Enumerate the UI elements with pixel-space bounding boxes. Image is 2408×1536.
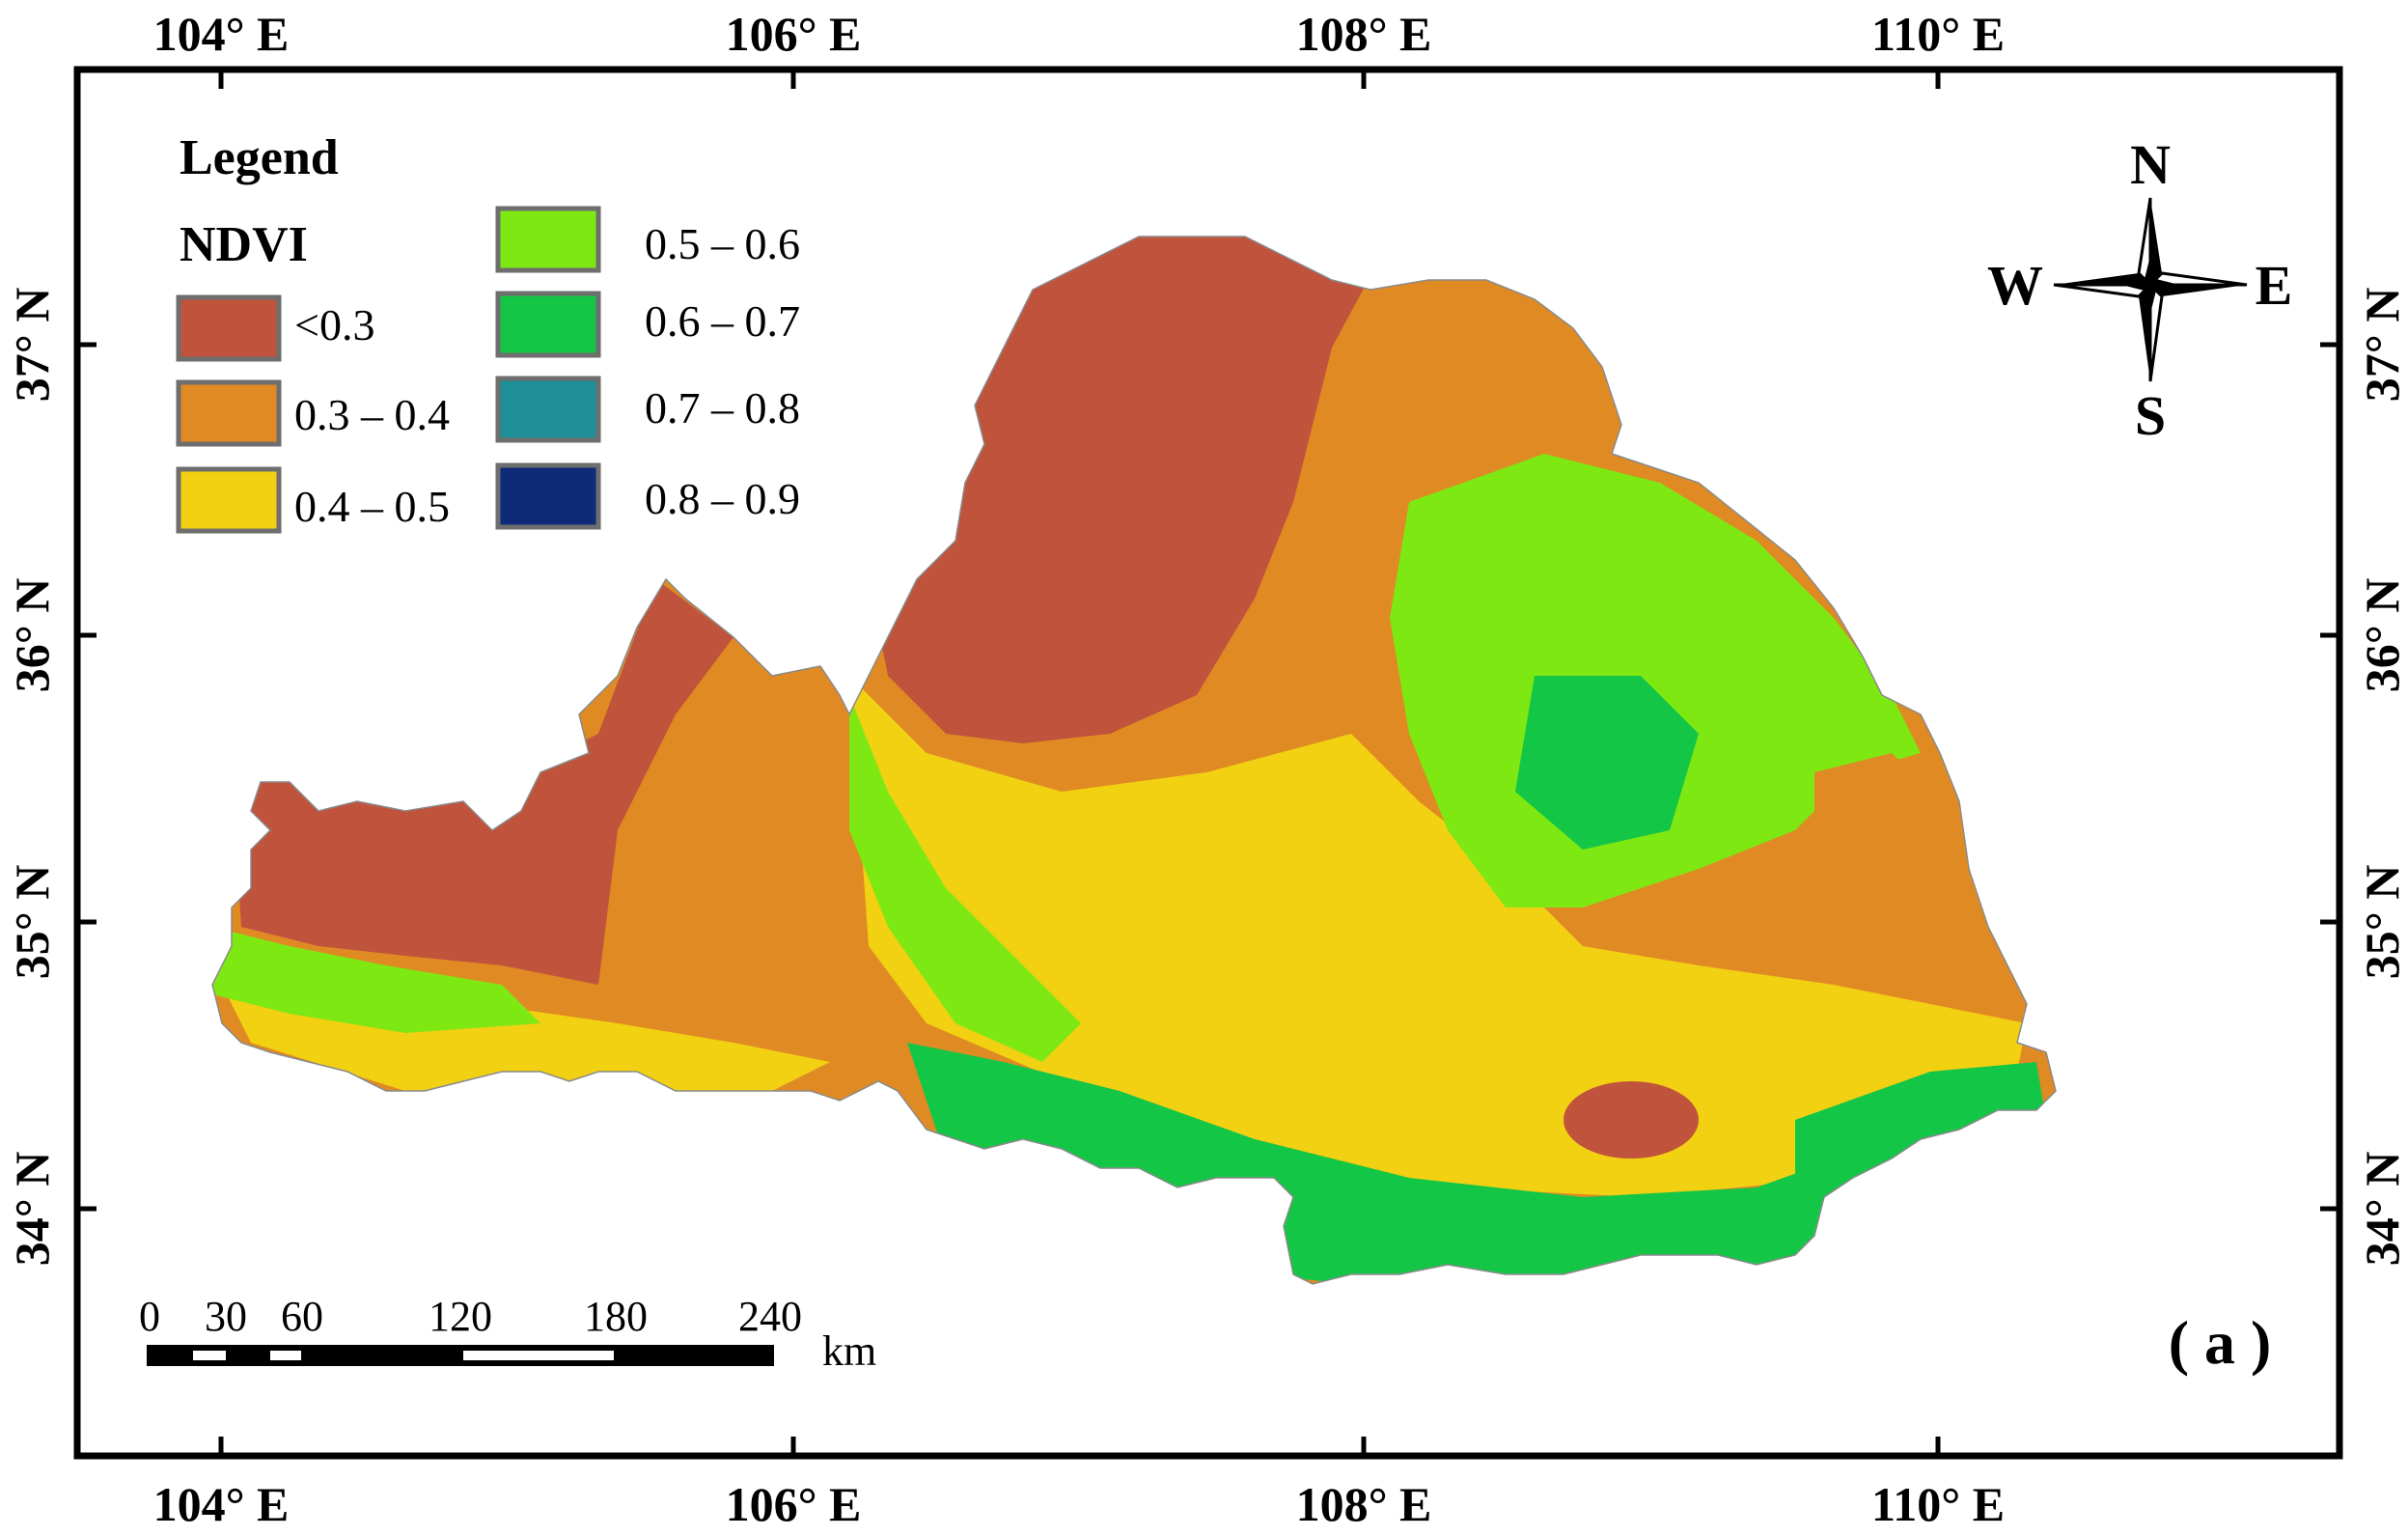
ndvi-zone-high-margin bbox=[212, 927, 540, 1033]
legend-label-0: <0.3 bbox=[294, 300, 374, 349]
legend-label-2: 0.4 – 0.5 bbox=[294, 482, 450, 531]
legend-swatch-2 bbox=[176, 466, 282, 534]
scale-bar: 0 30 60 120 180 240 km bbox=[139, 1293, 876, 1375]
scale-unit: km bbox=[822, 1327, 876, 1375]
bottom-lon-label-104: 104° E bbox=[153, 1477, 290, 1531]
scale-tick-30: 30 bbox=[205, 1293, 247, 1340]
compass-n-label: N bbox=[2130, 133, 2171, 196]
legend-label-6: 0.8 – 0.9 bbox=[645, 474, 800, 523]
legend-label-3: 0.5 – 0.6 bbox=[645, 219, 800, 268]
top-lon-label-108: 108° E bbox=[1296, 7, 1432, 61]
ndvi-zone-high-southeast bbox=[1795, 1062, 2046, 1207]
left-lat-label-36: 36° N bbox=[5, 578, 59, 693]
right-lat-label-37: 37° N bbox=[2355, 288, 2408, 403]
ndvi-zone-orange-east bbox=[1814, 753, 1979, 927]
left-lat-label-35: 35° N bbox=[5, 865, 59, 980]
left-lat-label-37: 37° N bbox=[5, 288, 59, 403]
bottom-lon-label-106: 106° E bbox=[726, 1477, 862, 1531]
scale-bar-body bbox=[147, 1345, 774, 1366]
legend-swatch-6 bbox=[495, 462, 601, 530]
legend-label-5: 0.7 – 0.8 bbox=[645, 383, 800, 433]
right-lat-label-34: 34° N bbox=[2355, 1152, 2408, 1267]
scale-tick-60: 60 bbox=[281, 1293, 323, 1340]
compass-s-label: S bbox=[2135, 384, 2166, 447]
legend-swatch-3 bbox=[495, 206, 601, 273]
legend-label-1: 0.3 – 0.4 bbox=[294, 390, 450, 439]
compass-star-icon bbox=[2053, 197, 2248, 382]
top-lon-label-104: 104° E bbox=[153, 7, 290, 61]
legend-swatch-0 bbox=[176, 294, 282, 362]
legend-title: Legend bbox=[180, 130, 339, 185]
top-lon-label-110: 110° E bbox=[1871, 7, 2005, 61]
region-outline bbox=[211, 236, 2057, 1285]
legend-swatch-1 bbox=[176, 379, 282, 447]
top-lon-label-106: 106° E bbox=[726, 7, 862, 61]
scale-bar-segment-1 bbox=[193, 1351, 226, 1360]
bottom-lon-label-108: 108° E bbox=[1296, 1477, 1432, 1531]
north-arrow: N S E W bbox=[1987, 133, 2292, 447]
bottom-lon-label-110: 110° E bbox=[1871, 1477, 2005, 1531]
left-lat-label-34: 34° N bbox=[5, 1152, 59, 1267]
ndvi-zone-high-band bbox=[849, 695, 1081, 1062]
scale-bar-segment-2 bbox=[270, 1351, 301, 1360]
legend-label-4: 0.6 – 0.7 bbox=[645, 296, 800, 346]
scale-tick-240: 240 bbox=[738, 1293, 802, 1340]
ndvi-zone-low-patch bbox=[1564, 1081, 1699, 1159]
scale-tick-120: 120 bbox=[429, 1293, 492, 1340]
right-lat-label-35: 35° N bbox=[2355, 865, 2408, 980]
compass-w-label: W bbox=[1987, 254, 2043, 317]
scale-tick-0: 0 bbox=[139, 1293, 160, 1340]
legend: Legend NDVI <0.3 0.3 – 0.4 0.4 – 0.5 0.5… bbox=[176, 130, 800, 534]
legend-subtitle: NDVI bbox=[180, 217, 308, 272]
ndvi-zone-high-core bbox=[1515, 676, 1699, 850]
scale-tick-180: 180 bbox=[584, 1293, 648, 1340]
compass-e-label: E bbox=[2256, 254, 2293, 317]
scale-bar-segment-3 bbox=[463, 1351, 614, 1360]
ndvi-zone-mid-central bbox=[849, 676, 2027, 1197]
panel-label: ( a ) bbox=[2169, 1308, 2272, 1377]
graticule-ticks bbox=[77, 70, 2339, 1456]
legend-swatch-5 bbox=[495, 376, 601, 443]
right-lat-label-36: 36° N bbox=[2355, 578, 2408, 693]
legend-swatch-4 bbox=[495, 291, 601, 358]
